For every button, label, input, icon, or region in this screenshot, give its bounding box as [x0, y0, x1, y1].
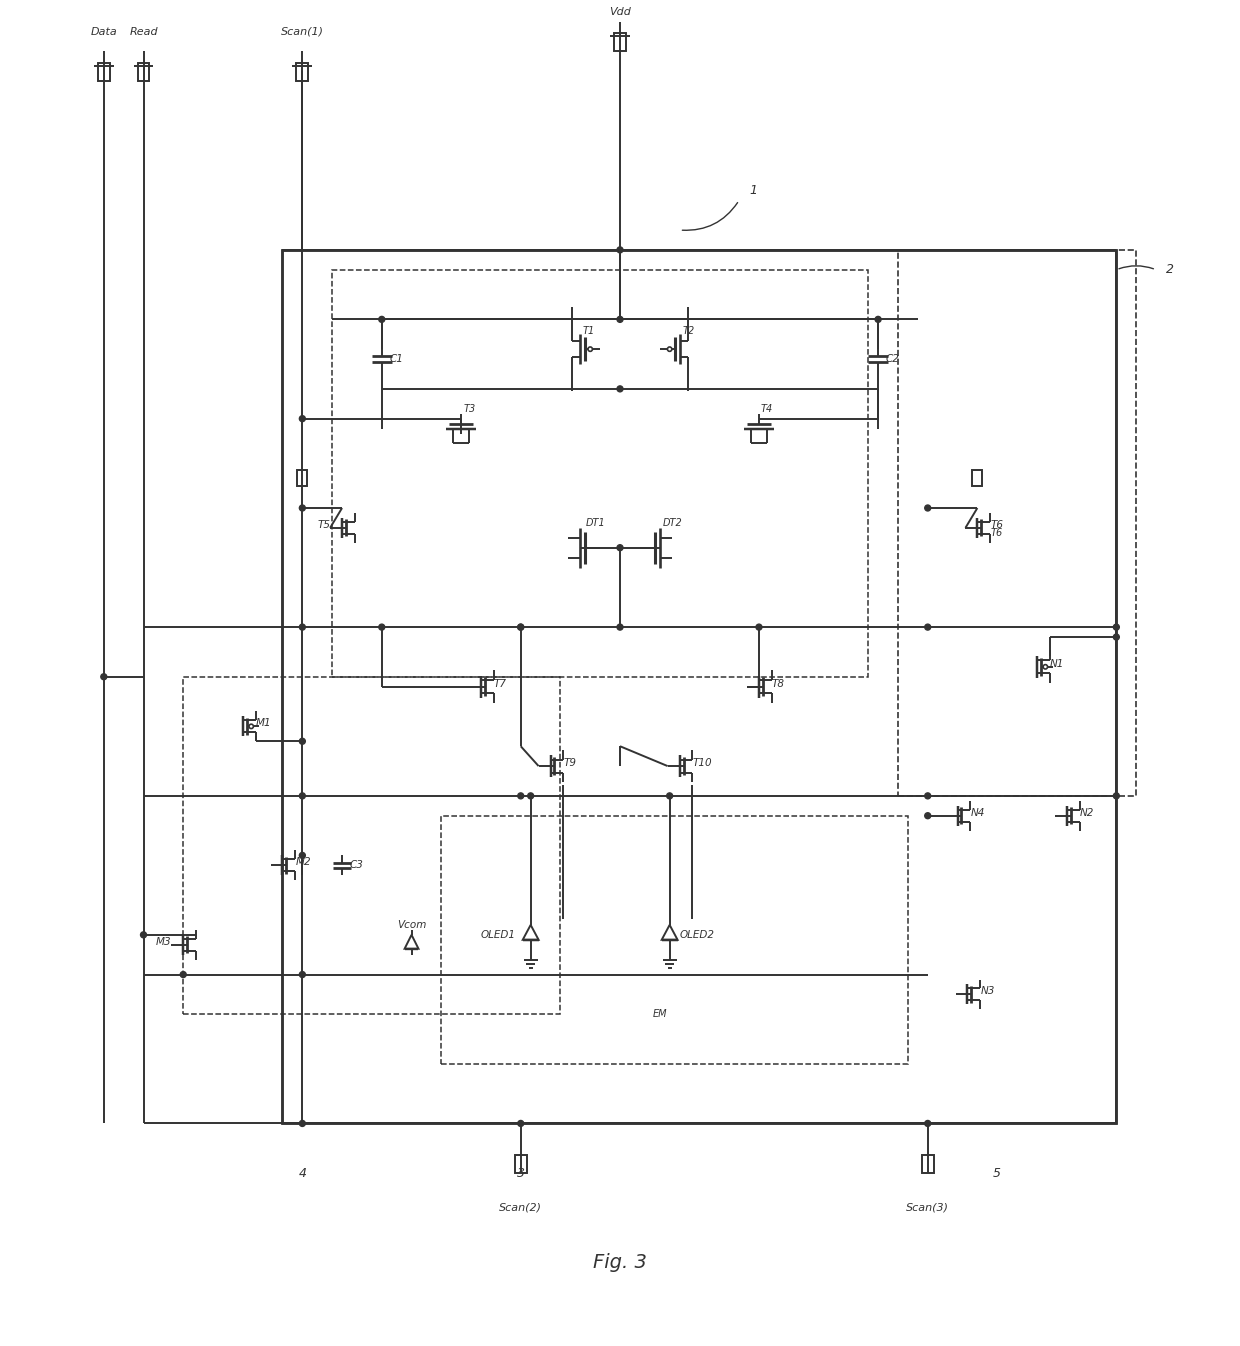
Text: Vdd: Vdd — [609, 7, 631, 16]
Circle shape — [299, 505, 305, 511]
Text: 1: 1 — [749, 184, 758, 197]
Circle shape — [180, 972, 186, 977]
Text: N2: N2 — [1080, 808, 1094, 818]
Text: Read: Read — [129, 27, 157, 36]
Text: T2: T2 — [682, 326, 694, 336]
Circle shape — [925, 793, 931, 798]
Bar — [283, 250, 1116, 1124]
Circle shape — [618, 246, 622, 253]
Circle shape — [875, 316, 882, 322]
Text: T3: T3 — [464, 404, 475, 413]
Circle shape — [667, 347, 672, 351]
Text: T5: T5 — [317, 520, 330, 530]
Circle shape — [518, 625, 523, 630]
Circle shape — [299, 1120, 305, 1127]
Circle shape — [378, 316, 384, 322]
Circle shape — [299, 793, 305, 798]
Text: T6: T6 — [991, 528, 1002, 538]
Text: T7: T7 — [494, 678, 507, 689]
Bar — [972, 470, 982, 486]
Circle shape — [618, 545, 622, 551]
Text: M1: M1 — [255, 719, 272, 728]
Text: OLED2: OLED2 — [680, 930, 714, 940]
Circle shape — [667, 793, 672, 798]
Bar — [898, 250, 1136, 795]
Circle shape — [618, 316, 622, 322]
Bar — [298, 470, 308, 486]
Circle shape — [299, 739, 305, 744]
Circle shape — [756, 625, 761, 630]
Text: M3: M3 — [155, 937, 171, 946]
Text: 2: 2 — [1166, 264, 1174, 276]
Text: 4: 4 — [299, 1167, 306, 1179]
Text: T10: T10 — [692, 758, 712, 769]
Text: Vcom: Vcom — [397, 919, 427, 930]
Text: M2: M2 — [295, 857, 311, 867]
Text: 3: 3 — [517, 1167, 525, 1179]
Circle shape — [299, 416, 305, 421]
Circle shape — [1114, 634, 1120, 639]
Bar — [296, 63, 309, 81]
Circle shape — [299, 972, 305, 977]
Text: Scan(1): Scan(1) — [280, 27, 324, 36]
Text: Scan(2): Scan(2) — [500, 1203, 542, 1213]
Circle shape — [1114, 793, 1120, 798]
Text: T8: T8 — [771, 678, 785, 689]
Text: OLED1: OLED1 — [481, 930, 516, 940]
Circle shape — [528, 793, 533, 798]
Text: T6: T6 — [991, 520, 1003, 530]
Circle shape — [518, 625, 523, 630]
Circle shape — [618, 386, 622, 392]
Text: Fig. 3: Fig. 3 — [593, 1253, 647, 1272]
Circle shape — [518, 1120, 523, 1127]
Circle shape — [518, 793, 523, 798]
Circle shape — [1043, 665, 1048, 669]
Circle shape — [378, 625, 384, 630]
Circle shape — [100, 674, 107, 680]
Text: EM: EM — [652, 1010, 667, 1019]
Bar — [515, 1155, 527, 1174]
Bar — [921, 1155, 934, 1174]
Text: Scan(3): Scan(3) — [906, 1203, 950, 1213]
Text: C3: C3 — [350, 860, 363, 871]
Bar — [283, 250, 1116, 1124]
Text: N1: N1 — [1050, 658, 1064, 669]
Bar — [332, 269, 868, 677]
Text: N3: N3 — [981, 987, 994, 996]
Circle shape — [299, 625, 305, 630]
Text: T4: T4 — [761, 404, 774, 413]
Circle shape — [925, 505, 931, 511]
Text: 5: 5 — [993, 1167, 1001, 1179]
Text: T1: T1 — [583, 326, 594, 336]
Bar — [138, 63, 150, 81]
Circle shape — [925, 813, 931, 818]
Circle shape — [588, 347, 593, 351]
Circle shape — [299, 852, 305, 859]
Text: T9: T9 — [563, 758, 577, 769]
Text: N4: N4 — [971, 808, 985, 818]
Bar — [614, 34, 626, 51]
Circle shape — [140, 931, 146, 938]
Text: C1: C1 — [389, 354, 403, 363]
Circle shape — [249, 724, 253, 728]
Bar — [441, 816, 908, 1063]
Text: Data: Data — [91, 27, 118, 36]
Circle shape — [618, 625, 622, 630]
Bar — [98, 63, 110, 81]
Text: DT1: DT1 — [585, 518, 605, 528]
Circle shape — [925, 625, 931, 630]
Circle shape — [1114, 625, 1120, 630]
Circle shape — [925, 1120, 931, 1127]
Text: C2: C2 — [887, 354, 900, 363]
Bar — [184, 677, 560, 1015]
Text: DT2: DT2 — [662, 518, 682, 528]
